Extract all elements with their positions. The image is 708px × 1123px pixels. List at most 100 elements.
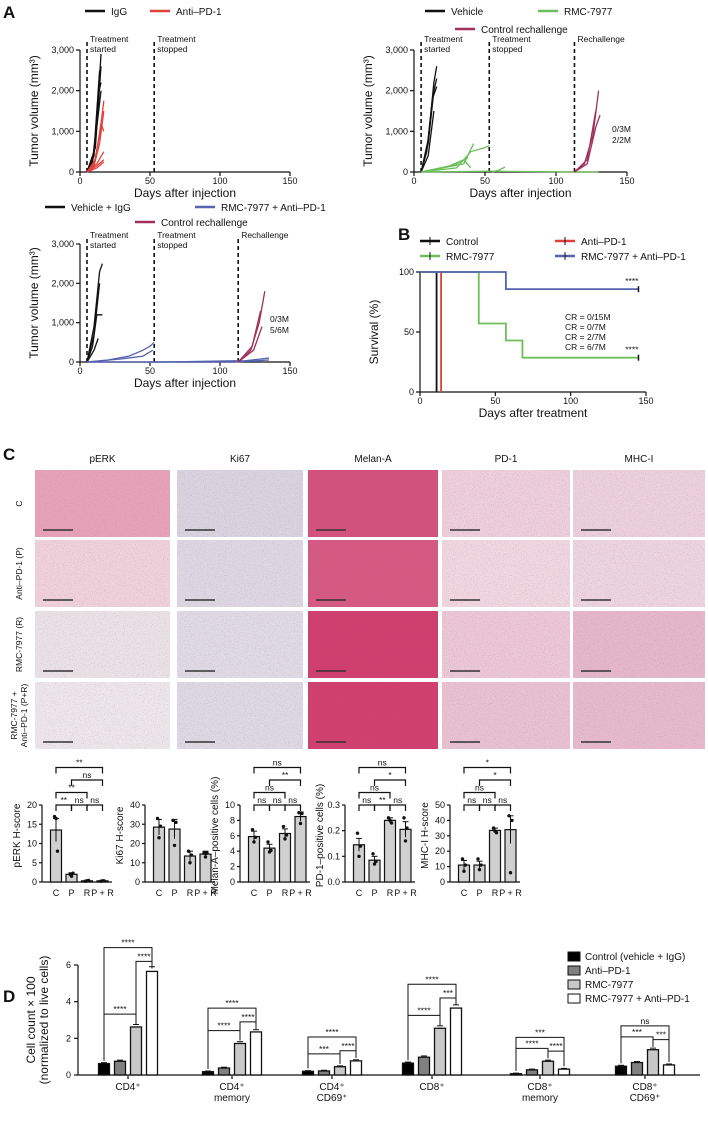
histology-image	[177, 540, 303, 607]
y-axis-title: Melan-A–positive cells (%)	[210, 777, 221, 895]
tumor-growth-line	[421, 170, 599, 173]
data-point	[357, 854, 361, 859]
significance-label: ns	[257, 795, 266, 805]
significance-bracket	[373, 779, 407, 786]
bar	[383, 819, 397, 883]
x-axis-title: Days after treatment	[479, 406, 588, 420]
legend-swatch	[567, 993, 581, 1004]
y-tick-label: 10	[27, 839, 37, 849]
bar	[129, 1026, 143, 1076]
group-label: memory	[522, 1093, 558, 1104]
data-point	[102, 879, 106, 883]
y-axis-title: PD-1–positive cells (%)	[315, 784, 326, 887]
significance-label: ns	[483, 795, 492, 805]
bar	[614, 1065, 628, 1076]
histology-image	[308, 682, 438, 749]
bar	[201, 1071, 215, 1076]
significance-label: ns	[288, 795, 297, 805]
bar	[145, 970, 159, 1076]
group-label: CD4⁺	[319, 1082, 344, 1093]
significance-label: ****	[549, 1041, 563, 1051]
bar	[217, 1067, 231, 1076]
event-annotation: stopped	[492, 44, 523, 54]
y-tick-label: 6	[66, 960, 71, 970]
y-tick-label: 0	[409, 387, 414, 397]
x-tick-label: P	[266, 888, 272, 898]
data-point	[494, 831, 499, 835]
significance-bracket	[478, 779, 512, 786]
y-tick-label: 3,000	[51, 239, 74, 249]
data-point	[189, 853, 194, 857]
significance-bracket	[55, 804, 73, 811]
significance-bracket	[253, 766, 302, 774]
histology-image	[573, 540, 705, 607]
tumor-growth-line	[86, 349, 154, 363]
significance-bracket	[268, 804, 286, 811]
y-tick-label: 40	[130, 800, 140, 810]
significance-bracket	[515, 1036, 565, 1071]
x-tick-label: P	[371, 888, 377, 898]
x-tick-label: 100	[212, 366, 227, 376]
significance-bracket	[70, 804, 88, 811]
y-tick-label: 1,000	[51, 318, 74, 328]
significance-label: ****	[121, 938, 135, 948]
x-tick-label: 100	[212, 176, 227, 186]
event-annotation: Treatment	[157, 34, 196, 44]
data-point	[172, 843, 177, 848]
y-tick-label: 0.2	[327, 826, 340, 836]
tissue-texture	[177, 470, 303, 537]
x-tick-label: 0	[77, 366, 82, 376]
data-point	[283, 837, 287, 841]
x-tick-label: P + R	[194, 888, 217, 898]
x-tick-label: 150	[282, 366, 297, 376]
significance-label: ***	[656, 1030, 667, 1040]
histology-image	[442, 540, 570, 607]
significance-label: ****	[625, 276, 639, 286]
y-tick-label: 0	[66, 1070, 71, 1080]
y-tick-label: 30	[435, 831, 445, 841]
significance-bracket	[55, 791, 88, 799]
significance-label: ns	[273, 758, 282, 768]
y-axis-title: Ki67 H-score	[115, 806, 126, 864]
y-tick-label: 30	[130, 819, 140, 829]
y-tick-label: 10	[225, 800, 235, 810]
histology-image	[573, 682, 705, 749]
significance-bracket	[253, 791, 286, 799]
significance-label: ****	[625, 345, 639, 355]
y-tick-label: 8	[230, 815, 235, 825]
tissue-texture	[35, 470, 170, 537]
y-tick-label: 50	[404, 327, 414, 337]
bar	[399, 828, 412, 883]
tissue-texture	[573, 682, 705, 749]
bar	[401, 1062, 415, 1076]
significance-bracket	[103, 947, 153, 1061]
complete-response-label: CR = 0/15M	[565, 312, 611, 322]
data-point	[186, 849, 191, 853]
event-annotation: Treatment	[424, 34, 463, 44]
y-tick-label: 15	[27, 819, 37, 829]
tumor-growth-line	[86, 263, 104, 363]
significance-label: ***	[443, 988, 454, 998]
bar	[449, 1007, 463, 1076]
significance-bracket	[268, 779, 302, 786]
x-tick-label: 100	[548, 176, 563, 186]
x-tick-label: R	[282, 888, 289, 898]
complete-response-label: CR = 6/7M	[565, 342, 606, 352]
bar	[249, 1031, 263, 1076]
event-annotation: Treatment	[157, 230, 196, 240]
data-point	[508, 871, 513, 875]
legend-label: RMC-7977	[446, 252, 495, 263]
significance-label: ****	[341, 1041, 355, 1051]
y-tick-label: 0.0	[327, 877, 340, 887]
significance-label: ***	[535, 1027, 546, 1037]
significance-label: ****	[137, 951, 151, 961]
legend-swatch	[567, 965, 581, 976]
stain-column-header: MHC-I	[625, 454, 654, 465]
significance-label: ns	[641, 1016, 650, 1026]
data-point	[250, 827, 255, 832]
tissue-texture	[308, 611, 438, 678]
tumor-growth-line	[86, 122, 105, 173]
stain-column-header: Melan-A	[354, 454, 392, 465]
data-point	[358, 844, 363, 848]
significance-label: ns	[83, 770, 92, 780]
